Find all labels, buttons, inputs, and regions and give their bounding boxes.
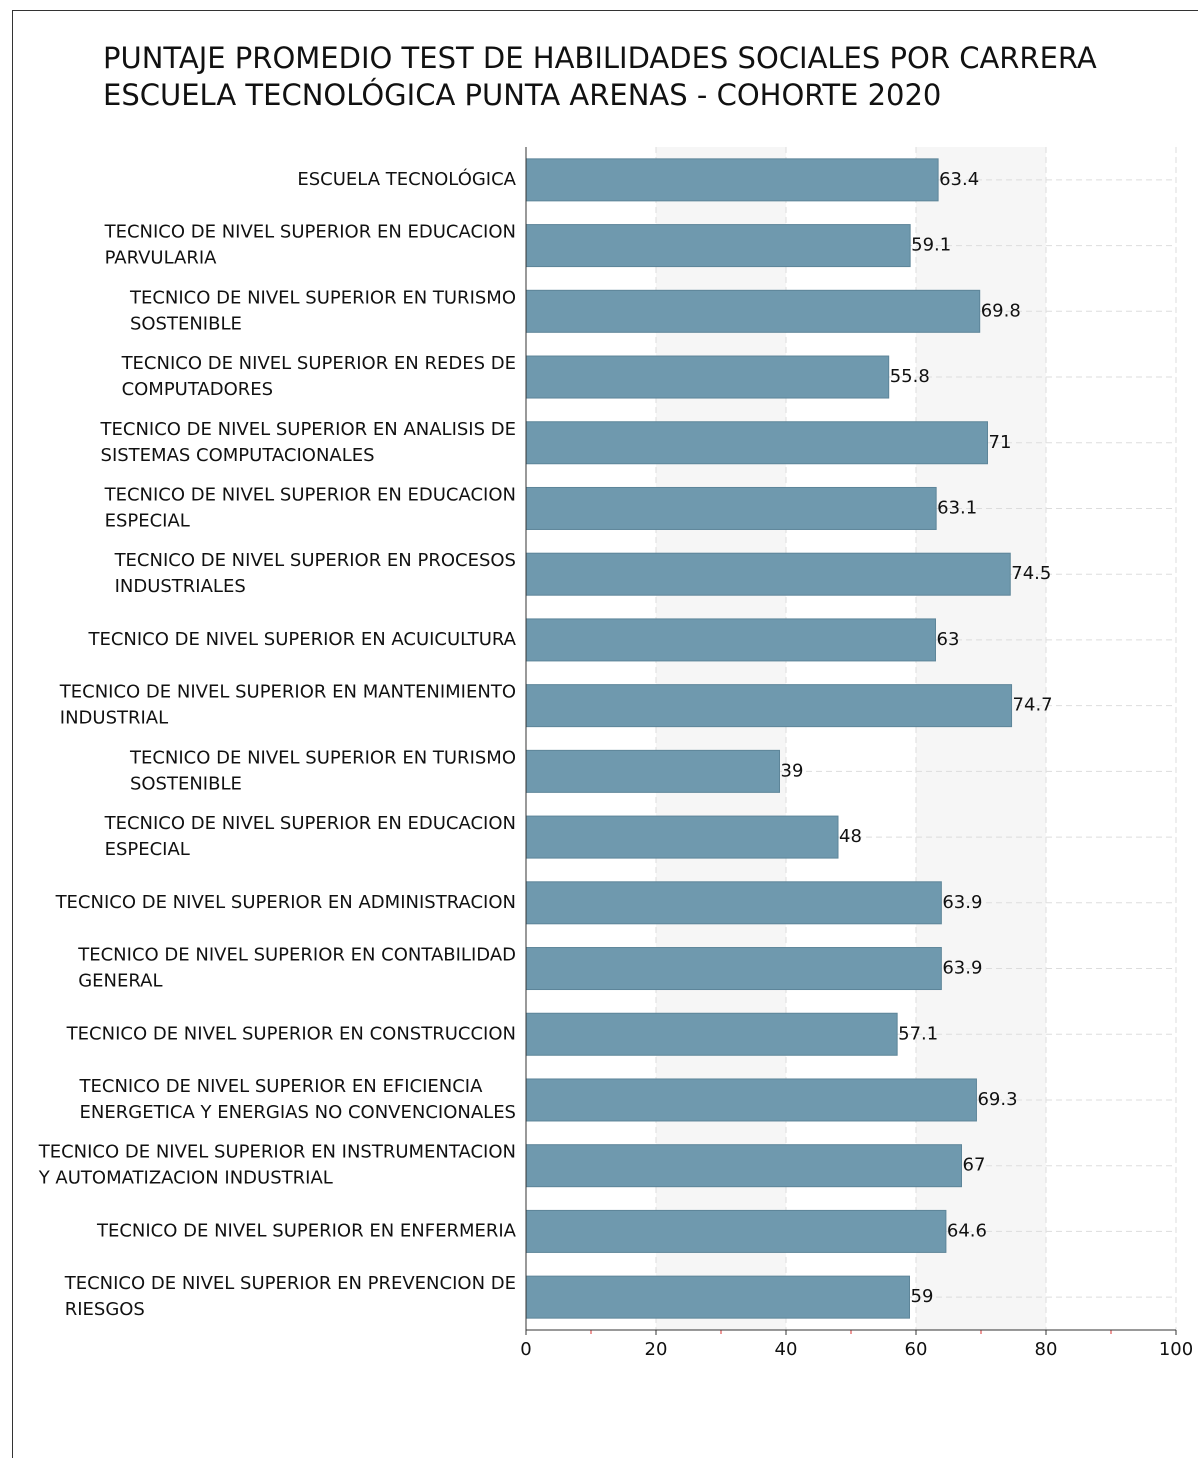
bar xyxy=(525,289,981,333)
bar xyxy=(525,684,1013,728)
y-tick-label: TECNICO DE NIVEL SUPERIOR EN ADMINISTRAC… xyxy=(55,892,516,913)
y-tick-label: TECNICO DE NIVEL SUPERIOR EN EDUCACION E… xyxy=(104,813,522,860)
x-tick-label: 0 xyxy=(520,1339,531,1360)
bar xyxy=(525,1012,898,1056)
y-tick-label: ESCUELA TECNOLÓGICA xyxy=(297,168,516,190)
y-tick-label: TECNICO DE NIVEL SUPERIOR EN TURISMO SOS… xyxy=(129,747,522,794)
bar xyxy=(525,158,939,202)
bar xyxy=(525,486,937,530)
bar xyxy=(525,421,988,465)
value-label: 59 xyxy=(911,1286,934,1307)
value-label: 63.9 xyxy=(942,958,982,979)
y-tick-label: TECNICO DE NIVEL SUPERIOR EN EDUCACION E… xyxy=(104,484,522,531)
value-label: 74.5 xyxy=(1011,563,1051,584)
x-tick-label: 20 xyxy=(645,1339,668,1360)
value-label: 64.6 xyxy=(947,1220,987,1241)
y-tick-label: TECNICO DE NIVEL SUPERIOR EN ANALISIS DE… xyxy=(100,419,522,466)
y-tick-label: TECNICO DE NIVEL SUPERIOR EN CONTABILIDA… xyxy=(77,945,521,992)
x-tick-label: 40 xyxy=(775,1339,798,1360)
chart-title: PUNTAJE PROMEDIO TEST DE HABILIDADES SOC… xyxy=(103,41,1097,75)
bar xyxy=(525,1209,947,1253)
value-label: 74.7 xyxy=(1013,695,1053,716)
value-label: 63.9 xyxy=(942,892,982,913)
y-tick-label: TECNICO DE NIVEL SUPERIOR EN EFICIENCIA … xyxy=(79,1076,516,1123)
value-label: 67 xyxy=(963,1155,986,1176)
x-tick-label: 100 xyxy=(1159,1339,1193,1360)
y-tick-label: TECNICO DE NIVEL SUPERIOR EN CONSTRUCCIO… xyxy=(66,1023,516,1044)
value-label: 63.4 xyxy=(939,169,979,190)
value-label: 63 xyxy=(937,629,960,650)
plot-band xyxy=(656,147,786,1330)
plot-band xyxy=(916,147,1046,1330)
bar xyxy=(525,947,942,991)
y-tick-label: TECNICO DE NIVEL SUPERIOR EN PREVENCION … xyxy=(64,1273,522,1320)
bar xyxy=(525,815,839,859)
y-tick-label: TECNICO DE NIVEL SUPERIOR EN PROCESOS IN… xyxy=(114,550,522,597)
y-tick-label: TECNICO DE NIVEL SUPERIOR EN TURISMO SOS… xyxy=(129,287,522,334)
y-tick-label: TECNICO DE NIVEL SUPERIOR EN INSTRUMENTA… xyxy=(38,1142,522,1189)
value-label: 39 xyxy=(781,760,804,781)
y-tick-label: TECNICO DE NIVEL SUPERIOR EN MANTENIMIEN… xyxy=(59,682,522,729)
chart-subtitle: ESCUELA TECNOLÓGICA PUNTA ARENAS - COHOR… xyxy=(103,78,941,112)
y-tick-label: TECNICO DE NIVEL SUPERIOR EN REDES DE CO… xyxy=(121,353,522,400)
value-label: 59.1 xyxy=(911,235,951,256)
bar xyxy=(525,618,936,662)
bar xyxy=(525,881,942,925)
frame xyxy=(12,10,1198,1458)
bar xyxy=(525,552,1011,596)
value-label: 57.1 xyxy=(898,1023,938,1044)
x-tick-label: 60 xyxy=(905,1339,928,1360)
bar xyxy=(525,1144,962,1188)
x-tick-label: 80 xyxy=(1035,1339,1058,1360)
bar xyxy=(525,749,780,793)
y-tick-label: TECNICO DE NIVEL SUPERIOR EN ENFERMERIA xyxy=(96,1220,517,1241)
value-label: 71 xyxy=(989,432,1012,453)
value-label: 69.3 xyxy=(977,1089,1017,1110)
bar xyxy=(525,355,890,399)
bar xyxy=(525,1078,977,1122)
value-label: 63.1 xyxy=(937,497,977,518)
value-label: 55.8 xyxy=(890,366,930,387)
bar xyxy=(525,224,911,268)
y-tick-label: TECNICO DE NIVEL SUPERIOR EN EDUCACION P… xyxy=(104,222,522,269)
bar xyxy=(525,1275,910,1319)
value-label: 48 xyxy=(839,826,862,847)
value-label: 69.8 xyxy=(981,300,1021,321)
y-tick-label: TECNICO DE NIVEL SUPERIOR EN ACUICULTURA xyxy=(87,629,516,650)
